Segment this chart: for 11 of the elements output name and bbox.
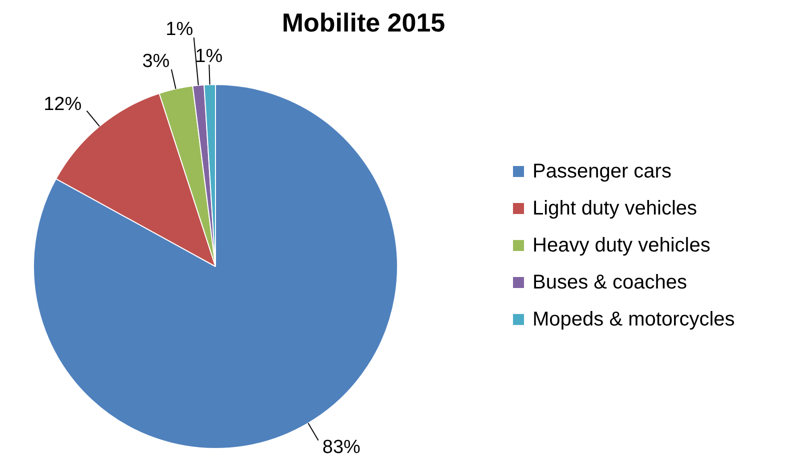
chart-title: Mobilite 2015	[282, 8, 446, 38]
legend-label: Heavy duty vehicles	[532, 234, 710, 256]
data-label: 1%	[166, 19, 194, 40]
legend-label: Mopeds & motorcycles	[532, 308, 735, 330]
data-label: 1%	[195, 46, 223, 68]
data-label: 12%	[44, 94, 82, 116]
legend-label: Buses & coaches	[532, 272, 688, 294]
data-label: 3%	[142, 51, 170, 72]
legend-label: Light duty vehicles	[532, 198, 698, 220]
data-label: 83%	[322, 436, 361, 456]
legend-label: Passenger cars	[532, 160, 672, 182]
